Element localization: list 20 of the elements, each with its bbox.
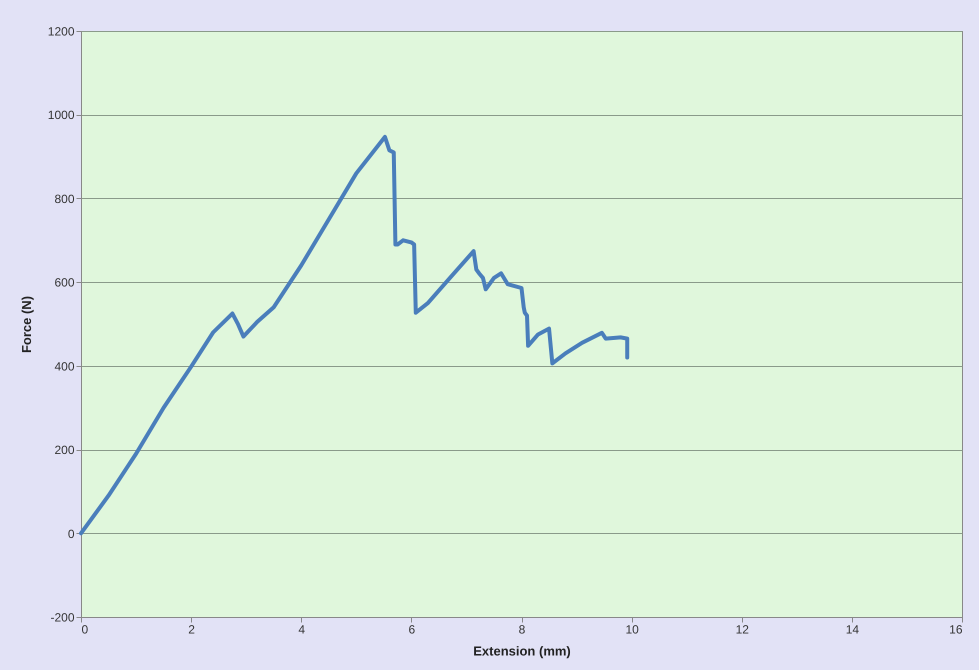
- y-tick-label: 1000: [48, 108, 75, 122]
- y-tick-label: 1200: [48, 24, 75, 38]
- y-tick-label: 600: [54, 276, 75, 290]
- x-tick-label: 0: [82, 622, 88, 636]
- x-tick-label: 6: [408, 622, 416, 636]
- line-series: [79, 134, 630, 536]
- y-axis-title: Force (N): [18, 296, 34, 354]
- x-tick-label: 2: [188, 622, 196, 636]
- y-tick-label: 400: [54, 359, 75, 374]
- y-tick-label: 800: [54, 192, 75, 206]
- x-tick-label: 4: [298, 622, 306, 636]
- x-tick-label: 12: [736, 622, 750, 636]
- y-tick-label: -200: [50, 610, 75, 624]
- x-tick-label: 8: [518, 622, 526, 636]
- x-axis-title: Extension (mm): [473, 644, 571, 658]
- x-tick-label: 16: [949, 622, 963, 636]
- y-tick-label: 0: [68, 526, 75, 541]
- x-tick-label: 10: [625, 622, 640, 636]
- y-tick-label: 200: [54, 443, 75, 458]
- x-tick-label: 14: [846, 622, 860, 636]
